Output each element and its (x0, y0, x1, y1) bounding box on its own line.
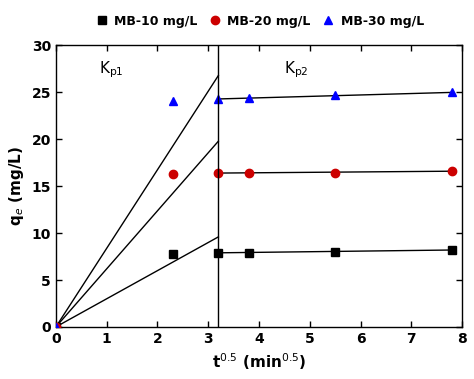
MB-10 mg/L (53, 325, 59, 329)
MB-20 mg/L (170, 172, 175, 176)
MB-20 mg/L (53, 325, 59, 329)
Line: MB-10 mg/L: MB-10 mg/L (52, 250, 177, 331)
Line: MB-20 mg/L: MB-20 mg/L (52, 170, 177, 331)
Text: $\mathrm{K_{p1}}$: $\mathrm{K_{p1}}$ (99, 60, 124, 80)
X-axis label: t$^{0.5}$ (min$^{0.5}$): t$^{0.5}$ (min$^{0.5}$) (212, 351, 306, 372)
Text: $\mathrm{K_{p2}}$: $\mathrm{K_{p2}}$ (284, 60, 309, 80)
Y-axis label: q$_e$ (mg/L): q$_e$ (mg/L) (7, 146, 26, 226)
MB-10 mg/L (170, 252, 175, 256)
Legend: MB-10 mg/L, MB-20 mg/L, MB-30 mg/L: MB-10 mg/L, MB-20 mg/L, MB-30 mg/L (89, 9, 429, 33)
